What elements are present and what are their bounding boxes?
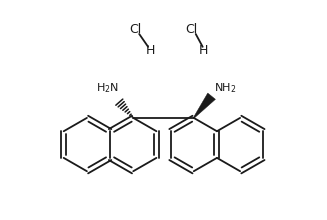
Text: H: H	[199, 44, 208, 57]
Text: Cl: Cl	[129, 22, 141, 36]
Text: Cl: Cl	[186, 22, 198, 36]
Text: H: H	[146, 44, 155, 57]
Text: NH$_2$: NH$_2$	[214, 81, 236, 95]
Polygon shape	[193, 93, 215, 118]
Text: H$_2$N: H$_2$N	[95, 81, 119, 95]
